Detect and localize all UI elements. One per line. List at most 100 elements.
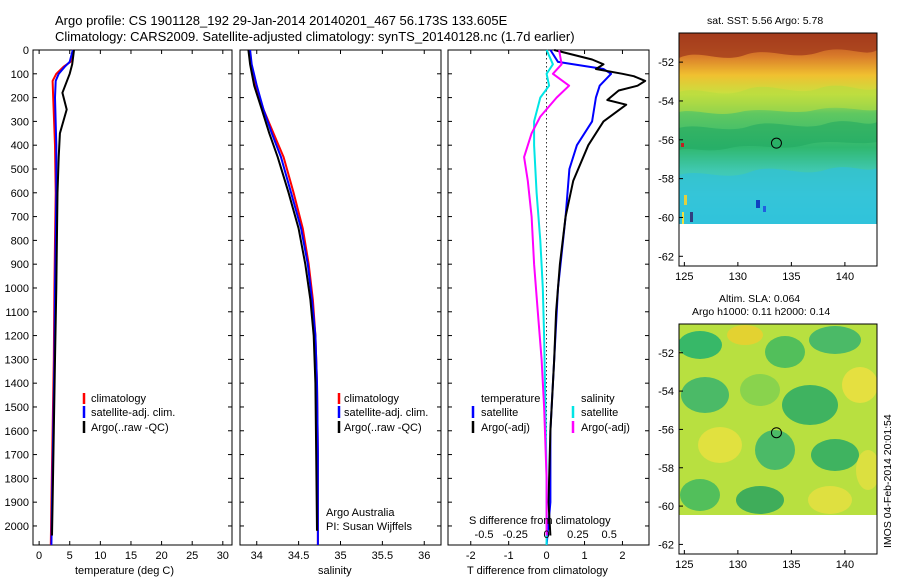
lon-tick-label: 135 [782,559,800,571]
depth-tick-label: 900 [11,259,29,271]
depth-tick-label: 1700 [5,450,29,462]
salinity-difference-ticks: -0.5 -0.25 0 0.25 0.5 [475,529,617,541]
temperature-panel-frame [32,49,233,546]
depth-tick-label: 700 [11,212,29,224]
salinity-legend: climatology satellite-adj. clim. Argo(..… [337,393,428,434]
depth-tick-label: 1000 [5,283,29,295]
lat-tick-label: -56 [658,424,674,436]
note-institution: Argo Australia [326,507,395,519]
depth-tick-label: 1100 [5,307,29,319]
lat-tick-label: -62 [658,539,674,551]
x-tick-label: 25 [186,550,198,562]
depth-axis: 0 100 200 300 400 500 600 700 800 900 1000 1100 1200… [5,45,649,533]
lon-tick-label: 135 [782,271,800,283]
x-tick-label: 20 [155,550,167,562]
depth-tick-label: 500 [11,164,29,176]
x-tick-label: 10 [94,550,106,562]
imos-timestamp: IMOS 04-Feb-2014 20:01:54 [882,414,894,548]
depth-tick-label: 2000 [5,521,29,533]
s-tick-label: 0.25 [567,529,588,541]
note-pi: PI: Susan Wijffels [326,521,412,533]
s-tick-label: -0.5 [475,529,494,541]
legend-climatology: climatology [344,393,400,405]
lat-tick-label: -54 [658,386,674,398]
legend-t-satellite: satellite [481,407,518,419]
lon-tick-label: 140 [836,559,854,571]
x-tick-label: 35 [334,550,346,562]
series-line-climatology [248,49,319,545]
sst-map-title: sat. SST: 5.56 Argo: 5.78 [707,15,823,27]
lat-tick-label: -58 [658,174,674,186]
depth-tick-label: 200 [11,93,29,105]
argo-location-marker [770,137,782,149]
legend-salinity-title: salinity [581,393,615,405]
argo-location-marker [770,427,782,439]
sla-map-frame [678,323,878,555]
legend-argo: Argo(..raw -QC) [91,422,169,434]
x-tick-label: -1 [504,550,514,562]
salinity-xlabel: salinity [318,565,352,577]
x-tick-label: 2 [619,550,625,562]
sla-map-image [679,324,877,515]
lat-tick-label: -52 [658,348,674,360]
legend-temperature-title: temperature [481,393,540,405]
s-tick-label: 0.5 [602,529,617,541]
temperature-series [49,49,75,546]
x-tick-label: 30 [217,550,229,562]
lon-tick-label: 125 [675,271,693,283]
depth-tick-label: 600 [11,188,29,200]
header-line-1: Argo profile: CS 1901128_192 29-Jan-2014… [55,13,508,28]
series-line-salinity-satellite [533,49,554,545]
s-tick-label: 0 [544,529,550,541]
depth-tick-label: 1900 [5,497,29,509]
sst-map-image [679,33,877,224]
series-line-temperature-argo-adj [547,49,647,536]
lon-tick-label: 130 [729,559,747,571]
sla-map-axes: 125 130 135 140 -52 -54 -56 -58 -60 -62 [658,348,854,571]
depth-tick-label: 800 [11,235,29,247]
lon-tick-label: 125 [675,559,693,571]
x-tick-label: -2 [466,550,476,562]
lat-tick-label: -60 [658,212,674,224]
lat-tick-label: -58 [658,463,674,475]
lat-tick-label: -54 [658,96,674,108]
lat-tick-label: -60 [658,501,674,513]
lat-tick-label: -56 [658,135,674,147]
difference-panel-frame [447,49,650,546]
x-tick-label: 1 [581,550,587,562]
x-tick-label: 0 [544,550,550,562]
lon-tick-label: 140 [836,271,854,283]
temperature-legend: climatology satellite-adj. clim. Argo(..… [82,393,175,434]
x-tick-label: 35.5 [372,550,393,562]
lat-tick-label: -52 [658,57,674,69]
salinity-series [247,49,319,545]
legend-climatology: climatology [91,393,147,405]
x-tick-label: 0 [36,550,42,562]
lat-tick-label: -62 [658,251,674,263]
depth-tick-label: 300 [11,116,29,128]
difference-series [523,49,647,546]
temperature-x-axis: 0 5 10 15 20 25 30 [36,50,229,562]
s-tick-label: -0.25 [503,529,528,541]
series-line-salinity-argo-adj [523,49,571,536]
series-line-argo-raw-qc [51,49,75,536]
depth-tick-label: 1800 [5,473,29,485]
x-tick-label: 5 [67,550,73,562]
x-tick-label: 34.5 [288,550,309,562]
lon-tick-label: 130 [729,271,747,283]
depth-tick-label: 0 [23,45,29,57]
series-line-argo-raw-qc [247,49,318,531]
sst-map-frame [678,32,878,267]
depth-tick-label: 1600 [5,426,29,438]
x-tick-label: 15 [125,550,137,562]
depth-tick-label: 1200 [5,331,29,343]
depth-tick-label: 1400 [5,378,29,390]
salinity-x-axis: 34 34.5 35 35.5 36 [251,50,430,562]
legend-s-argo: Argo(-adj) [581,422,630,434]
legend-argo: Argo(..raw -QC) [344,422,422,434]
temperature-xlabel: temperature (deg C) [75,565,174,577]
difference-xlabel-top: S difference from climatology [469,515,611,527]
x-tick-label: 34 [251,550,263,562]
legend-t-argo: Argo(-adj) [481,422,530,434]
